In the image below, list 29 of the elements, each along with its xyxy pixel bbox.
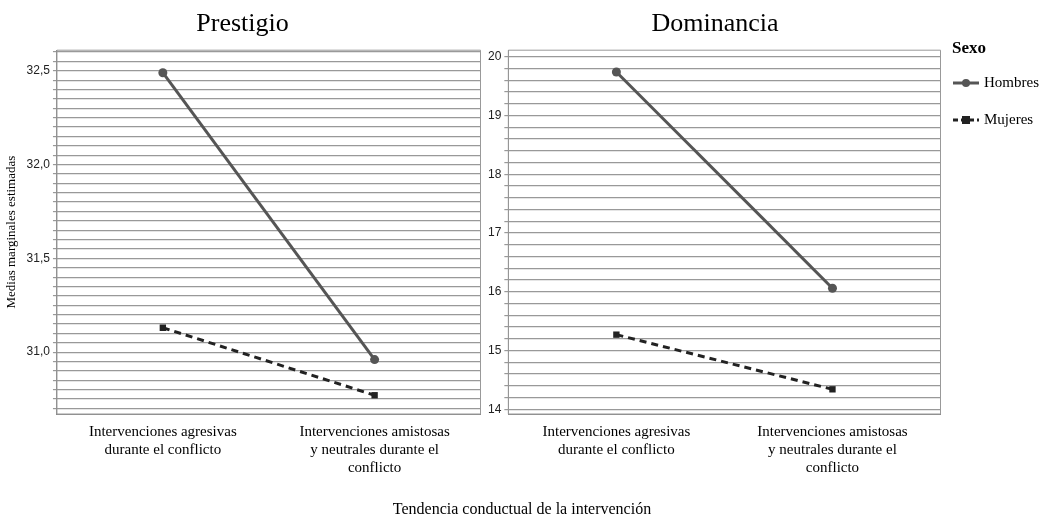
y-tick-label: 31,0 — [26, 344, 51, 359]
point — [370, 355, 380, 365]
legend-label: Mujeres — [984, 111, 1034, 128]
chart-title: Prestigio — [195, 8, 290, 38]
y-tick-label: 15 — [487, 342, 502, 357]
point — [613, 331, 620, 338]
legend-label: Hombres — [984, 74, 1039, 91]
y-tick-label: 20 — [487, 48, 502, 63]
y-tick-label: 14 — [487, 401, 502, 416]
point — [611, 67, 621, 77]
y-tick-label: 16 — [487, 284, 502, 299]
x-tick-label: Intervenciones amistosas y neutrales durante el conflicto — [299, 422, 450, 475]
point — [829, 386, 836, 393]
y-tick-label: 18 — [487, 166, 502, 181]
x-tick-label: Intervenciones agresivas durante el conflicto — [88, 422, 237, 457]
y-axis-title: Medias marginales estimadas — [3, 155, 19, 309]
y-tick-label: 32,0 — [26, 156, 51, 171]
point — [158, 68, 168, 78]
y-tick-label: 32,5 — [26, 63, 51, 78]
legend-title: Sexo — [952, 38, 987, 58]
x-axis-title: Tendencia conductual de la intervención — [391, 500, 653, 518]
point — [827, 283, 837, 293]
y-tick-label: 19 — [487, 107, 502, 122]
x-tick-label: Intervenciones amistosas y neutrales durante el conflicto — [757, 422, 908, 475]
point — [371, 392, 378, 399]
chart-title: Dominancia — [650, 8, 780, 38]
y-tick-label: 17 — [487, 225, 502, 240]
x-tick-label: Intervenciones agresivas durante el conflicto — [542, 422, 691, 457]
y-tick-label: 31,5 — [26, 250, 51, 265]
